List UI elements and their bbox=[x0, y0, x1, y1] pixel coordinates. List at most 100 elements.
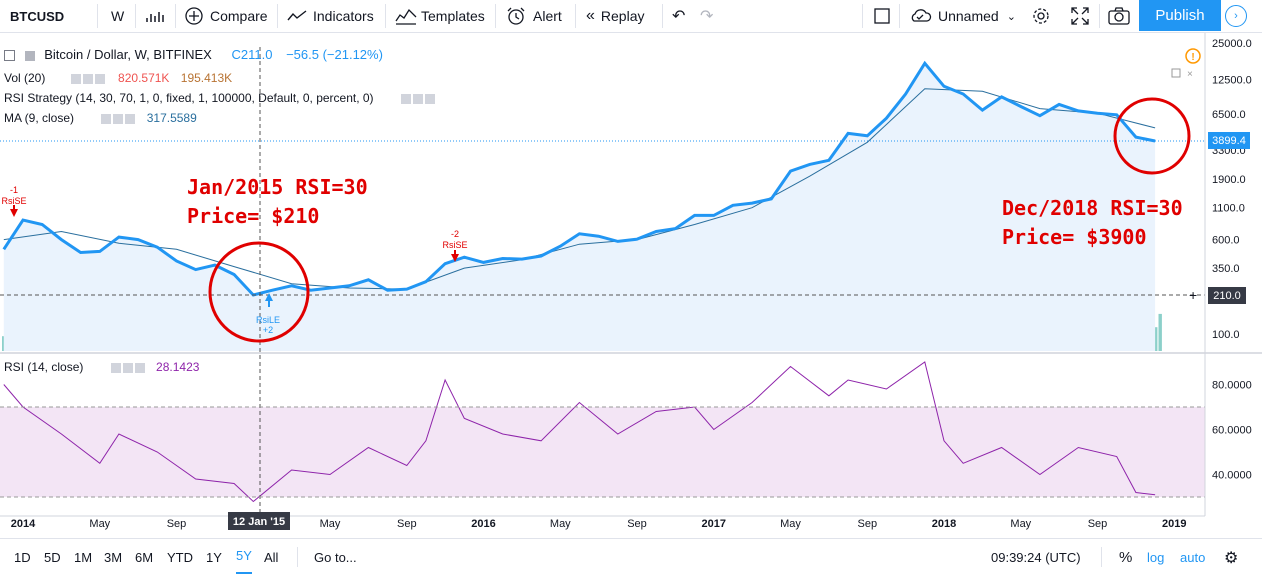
range-6m[interactable]: 6M bbox=[135, 550, 154, 565]
settings-button[interactable] bbox=[1031, 0, 1051, 32]
templates-label: Templates bbox=[421, 8, 485, 24]
compare-button[interactable]: Compare bbox=[184, 0, 268, 32]
time-tick-label: Sep bbox=[397, 518, 417, 530]
volume-value-1: 820.571K bbox=[118, 71, 170, 85]
volume-bar bbox=[1158, 313, 1162, 351]
templates-icon bbox=[395, 8, 417, 25]
main-legend: Bitcoin / Dollar, W, BITFINEX C211.0 −56… bbox=[4, 47, 383, 62]
change-value: −56.5 (−21.12%) bbox=[286, 47, 383, 62]
fullscreen-button[interactable] bbox=[1071, 0, 1089, 32]
fullscreen-box-button[interactable] bbox=[873, 0, 891, 32]
eye-icon[interactable] bbox=[400, 93, 411, 104]
time-tick-label: May bbox=[550, 518, 571, 530]
gear-icon[interactable] bbox=[412, 93, 423, 104]
time-tick-label: May bbox=[320, 518, 341, 530]
ma-label: MA (9, close) bbox=[4, 111, 75, 125]
range-1d[interactable]: 1D bbox=[14, 550, 31, 565]
price-tick-label: 6500.0 bbox=[1212, 109, 1246, 121]
divider bbox=[297, 547, 298, 567]
volume-legend[interactable]: Vol (20) 820.571K 195.413K bbox=[4, 71, 232, 85]
settings-gear-icon[interactable]: ⚙ bbox=[1224, 549, 1239, 567]
close-value: C211.0 bbox=[231, 47, 273, 62]
divider bbox=[862, 4, 863, 28]
gear-icon bbox=[1033, 8, 1049, 24]
divider bbox=[1099, 4, 1100, 28]
undo-icon: ↶ bbox=[672, 8, 686, 25]
range-all[interactable]: All bbox=[264, 550, 279, 565]
crosshair-plus-icon: + bbox=[1189, 287, 1197, 303]
crosshair-price-label: 210.0 bbox=[1213, 290, 1241, 302]
camera-icon bbox=[1108, 7, 1130, 25]
signal-marker-sell-2[interactable]: -2 RsiSE bbox=[442, 229, 468, 262]
divider bbox=[97, 4, 98, 28]
main-chart[interactable]: 25000.012500.06500.03300.01900.01100.060… bbox=[0, 33, 1262, 538]
price-tick-label: 100.0 bbox=[1212, 329, 1240, 341]
volume-bar bbox=[2, 336, 6, 351]
close-icon[interactable] bbox=[424, 93, 435, 104]
close-icon[interactable] bbox=[94, 73, 105, 84]
range-1y[interactable]: 1Y bbox=[206, 550, 222, 565]
rsi-legend[interactable]: RSI (14, close) 28.1423 bbox=[4, 360, 199, 374]
time-tick-label: 2019 bbox=[1162, 518, 1186, 530]
snapshot-button[interactable] bbox=[1108, 0, 1130, 32]
ma-legend[interactable]: MA (9, close) 317.5589 bbox=[4, 111, 197, 125]
last-price-label: 3899.4 bbox=[1212, 135, 1246, 147]
bitfinex-logo-icon bbox=[24, 50, 35, 61]
time-axis[interactable]: 2014 May Sep May Sep 2016 May Sep 2017 May Sep 2018… bbox=[11, 518, 1187, 530]
replay-button[interactable]: « Replay bbox=[586, 0, 645, 32]
bottom-toolbar: 1D 5D 1M 3M 6M YTD 1Y 5Y All Go to... 09… bbox=[0, 538, 1262, 576]
layout-button[interactable]: Unnamed ⌄ bbox=[908, 0, 1016, 32]
indicators-button[interactable]: Indicators bbox=[287, 0, 374, 32]
price-tick-label: 1100.0 bbox=[1212, 203, 1245, 215]
gear-icon[interactable] bbox=[113, 113, 124, 124]
divider bbox=[385, 4, 386, 28]
divider bbox=[1101, 547, 1102, 567]
range-1m[interactable]: 1M bbox=[74, 550, 93, 565]
close-icon[interactable] bbox=[125, 113, 136, 124]
auto-toggle[interactable]: auto bbox=[1180, 550, 1206, 565]
log-toggle[interactable]: log bbox=[1147, 550, 1165, 565]
symbol-search[interactable]: BTCUSD bbox=[10, 8, 65, 24]
svg-text:×: × bbox=[1187, 69, 1193, 80]
volume-value-2: 195.413K bbox=[180, 71, 233, 85]
highlight-circle-left bbox=[208, 241, 310, 343]
range-5y[interactable]: 5Y bbox=[236, 539, 252, 574]
goto-button[interactable]: Go to... bbox=[314, 550, 357, 565]
plus-circle-icon bbox=[185, 7, 203, 25]
close-icon[interactable] bbox=[134, 362, 145, 373]
range-5d[interactable]: 5D bbox=[44, 550, 61, 565]
chevron-down-icon: ⌄ bbox=[1006, 10, 1016, 23]
svg-text:RsiSE: RsiSE bbox=[442, 240, 467, 250]
rsi-band bbox=[0, 407, 1205, 497]
gear-icon[interactable] bbox=[122, 362, 133, 373]
clock-time[interactable]: 09:39:24 (UTC) bbox=[991, 550, 1081, 565]
time-tick-label: Sep bbox=[858, 518, 878, 530]
collapse-icon[interactable] bbox=[4, 50, 15, 62]
alert-button[interactable]: Alert bbox=[505, 0, 562, 32]
rewind-icon: « bbox=[586, 7, 595, 24]
warning-mark: ! bbox=[1191, 52, 1194, 63]
rsi-axis[interactable]: 80.0000 60.0000 40.0000 bbox=[1212, 380, 1252, 482]
range-3m[interactable]: 3M bbox=[104, 550, 123, 565]
interval-button[interactable]: W bbox=[111, 8, 125, 24]
gear-icon[interactable] bbox=[82, 73, 93, 84]
svg-text:-2: -2 bbox=[451, 229, 459, 239]
warning-icon[interactable] bbox=[1185, 48, 1201, 64]
eye-icon[interactable] bbox=[101, 113, 112, 124]
range-ytd[interactable]: YTD bbox=[167, 550, 193, 565]
percent-toggle[interactable]: % bbox=[1119, 549, 1133, 566]
eye-icon[interactable] bbox=[110, 362, 121, 373]
publish-button[interactable]: Publish bbox=[1139, 0, 1221, 31]
chart-type-button[interactable] bbox=[145, 0, 167, 32]
signal-marker-sell-1[interactable]: -1 RsiSE bbox=[1, 185, 27, 217]
crosshair-price-tag bbox=[1208, 287, 1246, 304]
pane-controls[interactable]: × bbox=[1171, 68, 1193, 80]
undo-button[interactable]: ↶ bbox=[672, 0, 685, 32]
templates-button[interactable]: Templates bbox=[395, 0, 485, 32]
signal-marker-long[interactable]: RsiLE +2 bbox=[256, 293, 280, 335]
chevron-right-icon[interactable]: › bbox=[1225, 5, 1247, 27]
strategy-legend[interactable]: RSI Strategy (14, 30, 70, 1, 0, fixed, 1… bbox=[4, 91, 435, 105]
eye-icon[interactable] bbox=[70, 73, 81, 84]
rsi-value: 28.1423 bbox=[156, 360, 200, 374]
redo-button[interactable]: ↷ bbox=[700, 0, 713, 32]
